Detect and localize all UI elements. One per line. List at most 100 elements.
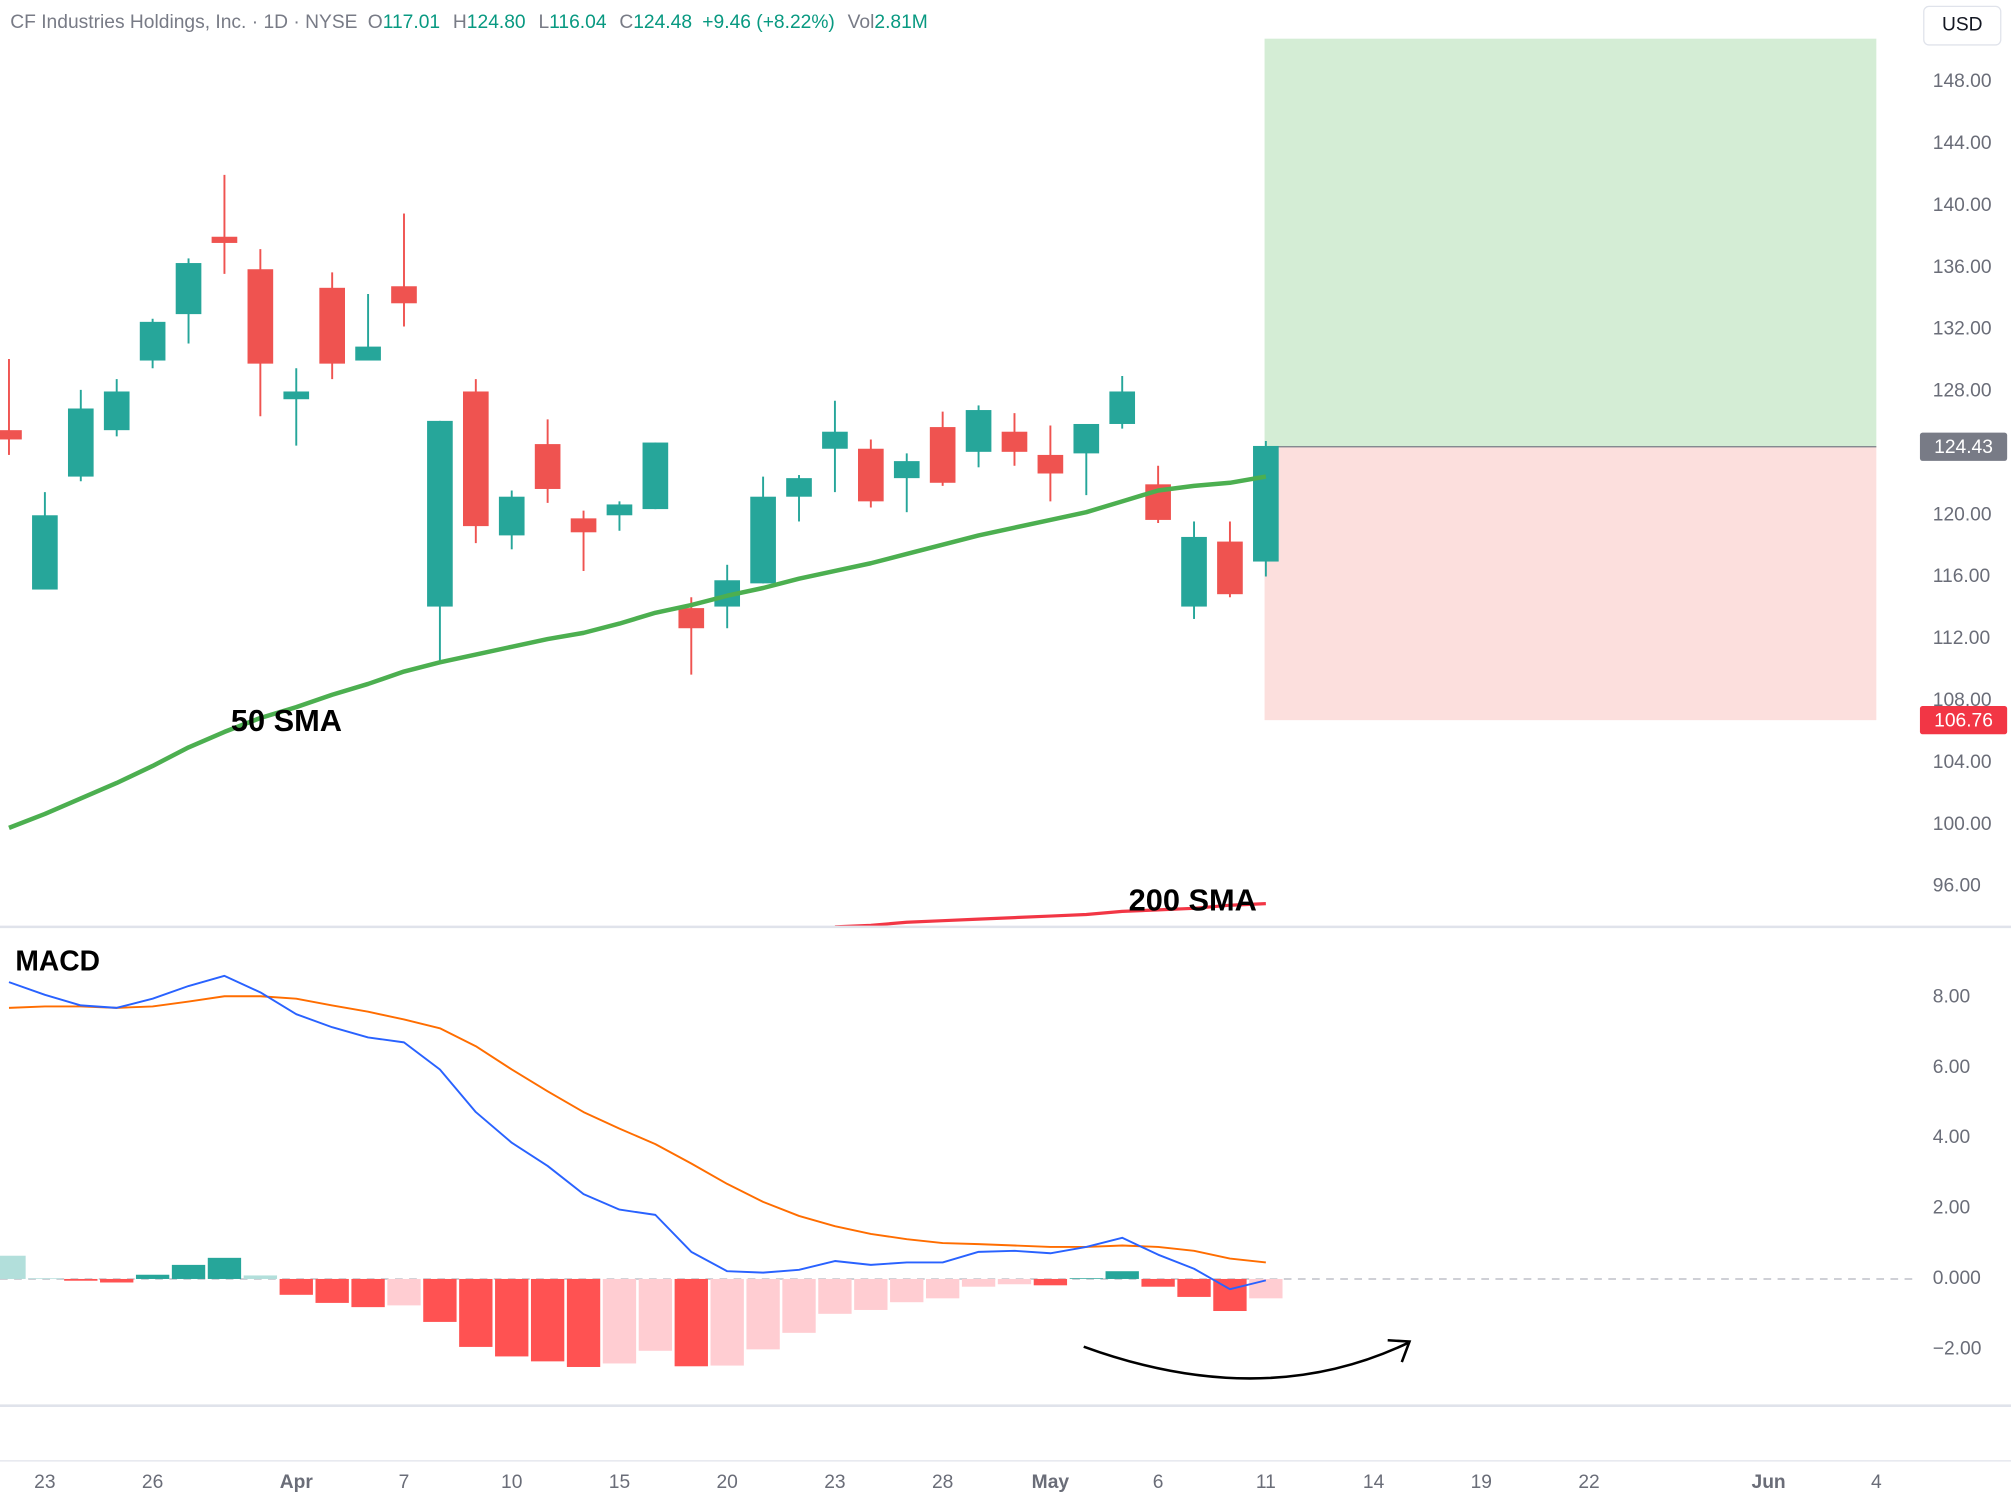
macd-line <box>8 974 1267 1291</box>
histogram-bar <box>1105 1271 1139 1279</box>
volume-label: Vol <box>848 12 875 33</box>
histogram-bar <box>495 1278 529 1357</box>
x-tick-label: 15 <box>609 1472 630 1493</box>
histogram-bar <box>602 1278 637 1364</box>
macd-line <box>8 995 1266 1264</box>
candle-body <box>786 478 812 497</box>
volume-value: 2.81M <box>874 12 927 33</box>
sma-label: 50 SMA <box>231 703 342 738</box>
candle-body <box>1109 391 1136 424</box>
histogram-bar <box>243 1275 278 1279</box>
y-tick-label: 136.00 <box>1933 257 1992 278</box>
ohlc-label: C <box>619 12 633 33</box>
y-tick-label: 112.00 <box>1933 628 1990 649</box>
histogram-bar <box>530 1278 565 1362</box>
change: +9.46 (+8.22%) <box>702 12 835 33</box>
candle-body <box>678 608 705 629</box>
y-tick-label: 128.00 <box>1933 381 1992 402</box>
x-tick-label: 23 <box>34 1472 55 1493</box>
histogram-bar <box>171 1264 206 1279</box>
y-tick-label: 4.00 <box>1933 1127 1970 1148</box>
price-label-box <box>1919 706 2008 735</box>
histogram-bar <box>1069 1278 1103 1279</box>
target-zone <box>1264 38 1877 447</box>
histogram-bar <box>1177 1278 1211 1297</box>
histogram-bar <box>423 1278 457 1322</box>
x-tick-label: 22 <box>1578 1472 1599 1493</box>
x-tick-label: 6 <box>1153 1472 1164 1493</box>
x-tick-label: 4 <box>1871 1472 1882 1493</box>
candle-body <box>570 518 597 533</box>
candle-body <box>355 346 381 361</box>
candle-body <box>247 269 274 364</box>
annotation-arrow <box>1083 1341 1409 1380</box>
candle-body <box>427 420 453 607</box>
candle-body <box>750 496 776 584</box>
price-label-box <box>1919 432 2008 461</box>
x-tick-label: 23 <box>824 1472 845 1493</box>
histogram-bar <box>1033 1278 1068 1286</box>
y-tick-label: 96.00 <box>1933 876 1981 897</box>
candle-body <box>1073 423 1100 454</box>
histogram-bar <box>961 1278 996 1287</box>
histogram-bar <box>638 1278 673 1351</box>
y-tick-label: 144.00 <box>1933 133 1992 154</box>
x-tick-label: 28 <box>932 1472 953 1493</box>
y-tick-label: 116.00 <box>1933 566 1990 587</box>
candle-body <box>462 391 489 527</box>
y-tick-label: 120.00 <box>1933 504 1992 525</box>
x-tick-label: Apr <box>280 1472 314 1493</box>
x-tick-label: 26 <box>142 1472 163 1493</box>
candle-body <box>606 504 633 516</box>
x-tick-label: 20 <box>716 1472 737 1493</box>
sma-label: 200 SMA <box>1129 883 1257 918</box>
candle-body <box>1181 536 1207 607</box>
price-label: 106.76 <box>1934 711 1993 732</box>
x-tick-label: 14 <box>1363 1472 1385 1493</box>
sma-line <box>834 902 1266 927</box>
candle-body <box>283 391 310 400</box>
price-label: 124.43 <box>1934 437 1993 458</box>
histogram-bar <box>1141 1278 1175 1287</box>
y-tick-label: 8.00 <box>1933 986 1970 1007</box>
candle-body <box>822 431 848 449</box>
x-tick-label: 7 <box>399 1472 410 1493</box>
ohlc-value: 124.48 <box>633 12 692 33</box>
histogram-bar <box>135 1274 170 1279</box>
histogram-bar <box>925 1278 960 1299</box>
histogram-bar <box>710 1278 744 1366</box>
candle-body <box>534 444 561 489</box>
stop-zone <box>1264 446 1877 721</box>
y-tick-label: 2.00 <box>1933 1198 1970 1219</box>
candle-body <box>893 461 920 479</box>
candle-body <box>103 391 130 431</box>
histogram-bar <box>1213 1278 1247 1312</box>
x-tick-label: 11 <box>1256 1472 1276 1493</box>
histogram-bar <box>674 1278 708 1367</box>
y-tick-label: 104.00 <box>1933 752 1992 773</box>
histogram-bar <box>459 1278 493 1347</box>
candle-body <box>0 430 22 440</box>
histogram-bar <box>890 1278 924 1303</box>
candle-body <box>139 321 166 361</box>
candle-body <box>1037 454 1064 474</box>
annotation-arrowhead <box>1387 1338 1412 1363</box>
histogram-bar <box>28 1278 62 1279</box>
histogram-bar <box>1249 1278 1283 1299</box>
x-tick-label: 10 <box>501 1472 522 1493</box>
histogram-bar <box>207 1257 242 1279</box>
ohlc-value: 117.01 <box>383 12 440 33</box>
histogram-bar <box>818 1278 852 1314</box>
candle-body <box>32 515 58 590</box>
ohlc-label: O <box>368 12 383 33</box>
macd-title: MACD <box>15 944 100 976</box>
candle-body <box>498 496 525 536</box>
currency-button[interactable] <box>1923 5 2002 46</box>
candle-body <box>211 236 238 243</box>
candle-body <box>1217 541 1243 595</box>
currency[interactable]: USD <box>1942 15 1983 36</box>
histogram-bar <box>746 1278 780 1350</box>
ohlc-value: 124.80 <box>467 12 526 33</box>
